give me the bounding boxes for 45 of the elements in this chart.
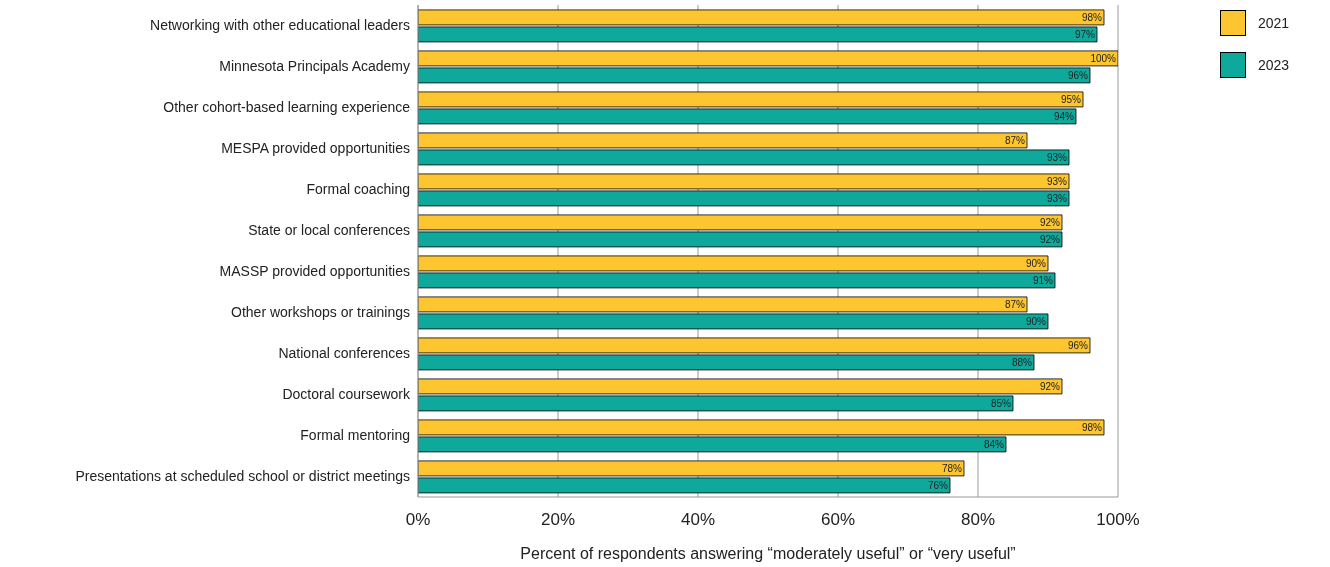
y-tick-label: Other workshops or trainings xyxy=(231,304,410,321)
data-label: 87% xyxy=(1004,134,1026,146)
x-axis-title: Percent of respondents answering “moderately useful” or “very useful” xyxy=(520,545,1016,562)
y-tick-label: Networking with other educational leaders xyxy=(150,17,410,34)
data-label: 84% xyxy=(983,438,1005,450)
y-tick-label: Presentations at scheduled school or district meetings xyxy=(75,468,410,485)
data-label: 100% xyxy=(1090,52,1117,64)
legend-label: 2021 xyxy=(1258,15,1290,31)
data-label: 85% xyxy=(990,397,1012,409)
y-tick-label: Formal mentoring xyxy=(300,427,410,444)
data-label: 95% xyxy=(1060,93,1082,105)
y-tick-label: Minnesota Principals Academy xyxy=(219,58,410,75)
data-label: 96% xyxy=(1067,339,1089,351)
data-label: 76% xyxy=(927,479,949,491)
data-label: 92% xyxy=(1039,380,1061,392)
data-label: 98% xyxy=(1081,421,1103,433)
data-label: 90% xyxy=(1025,257,1047,269)
data-label: 90% xyxy=(1025,315,1047,327)
y-tick-label: Doctoral coursework xyxy=(282,386,411,403)
x-tick-label: 60% xyxy=(820,510,856,530)
y-tick-label: State or local conferences xyxy=(248,222,410,239)
data-label: 78% xyxy=(941,462,963,474)
x-tick-label: 100% xyxy=(1096,510,1140,530)
y-tick-label: MESPA provided opportunities xyxy=(221,140,410,157)
data-label: 93% xyxy=(1046,192,1068,204)
data-label: 94% xyxy=(1053,110,1075,122)
data-label: 87% xyxy=(1004,298,1026,310)
x-tick-label: 80% xyxy=(960,510,996,530)
y-tick-label: National conferences xyxy=(278,345,410,362)
data-label: 91% xyxy=(1032,274,1054,286)
x-tick-label: 20% xyxy=(540,510,576,530)
x-tick-label: 0% xyxy=(405,510,431,530)
data-label: 97% xyxy=(1074,28,1096,40)
y-tick-label: Formal coaching xyxy=(306,181,410,198)
data-label: 98% xyxy=(1081,11,1103,23)
data-label: 92% xyxy=(1039,216,1061,228)
data-label: 93% xyxy=(1046,151,1068,163)
data-label: 96% xyxy=(1067,69,1089,81)
y-tick-label: MASSP provided opportunities xyxy=(219,263,410,280)
x-tick-label: 40% xyxy=(680,510,716,530)
data-label: 93% xyxy=(1046,175,1068,187)
y-tick-label: Other cohort-based learning experience xyxy=(163,99,411,116)
data-label: 88% xyxy=(1011,356,1033,368)
data-label: 92% xyxy=(1039,233,1061,245)
legend-label: 2023 xyxy=(1258,57,1290,73)
